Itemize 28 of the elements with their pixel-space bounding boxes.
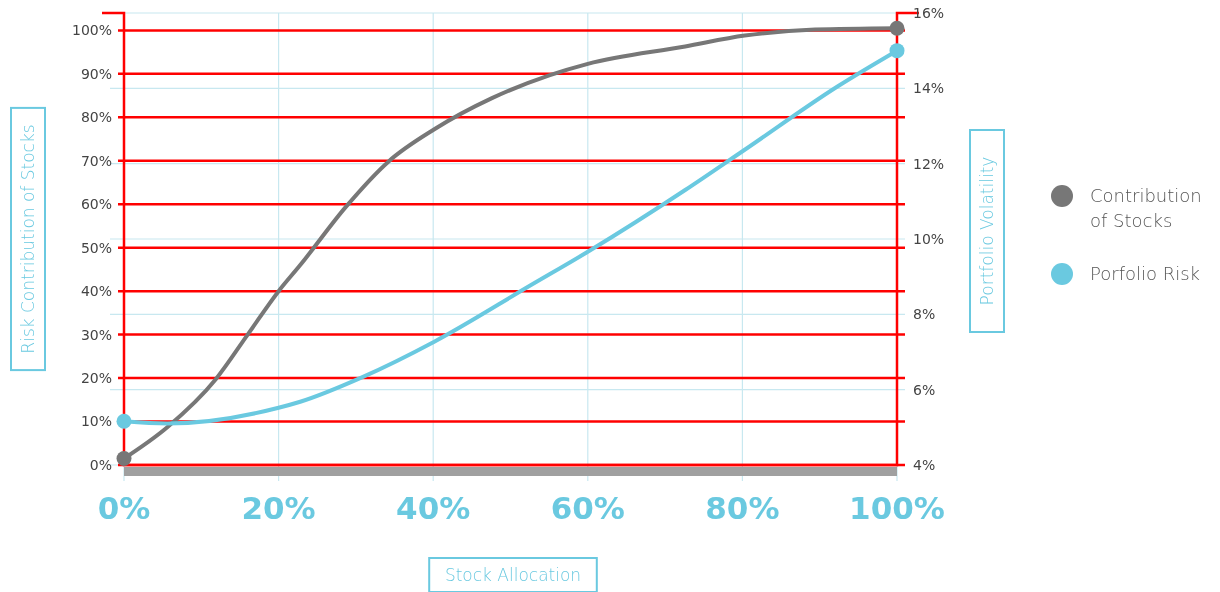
y2-axis-title: Portfolio Volatility: [976, 156, 997, 306]
x-axis-title: Stock Allocation: [444, 564, 582, 585]
y2-tick-label: 8%: [913, 306, 936, 323]
y-tick-label: 30%: [80, 326, 112, 343]
legend-label: Contribution of Stocks: [1090, 185, 1202, 232]
y2-tick-label: 4%: [913, 456, 936, 473]
y-tick-label: 100%: [71, 22, 112, 39]
y-tick-label: 20%: [80, 369, 112, 386]
y-tick-label: 50%: [80, 239, 112, 256]
legend-label: Porfolio Risk: [1090, 263, 1201, 285]
x-tick-label: 60%: [550, 489, 625, 526]
y-tick-label: 80%: [80, 109, 112, 126]
x-tick-label: 80%: [705, 489, 780, 526]
y2-tick-label: 12%: [913, 155, 945, 172]
y-axis-title: Risk Contribution of Stocks: [17, 124, 38, 354]
x-tick-label: 40%: [396, 489, 471, 526]
y-tick-label: 90%: [80, 65, 112, 82]
x-tick-label: 20%: [241, 489, 316, 526]
y-tick-label: 70%: [80, 152, 112, 169]
y2-tick-label: 10%: [913, 230, 945, 247]
y2-tick-label: 16%: [913, 4, 945, 21]
y-tick-label: 10%: [80, 413, 112, 430]
x-tick-label: 100%: [849, 489, 945, 526]
y-tick-label: 40%: [80, 283, 112, 300]
y2-tick-label: 14%: [913, 80, 945, 97]
y2-tick-label: 6%: [913, 381, 936, 398]
y-tick-label: 60%: [80, 196, 112, 213]
y-tick-label: 0%: [89, 456, 112, 473]
